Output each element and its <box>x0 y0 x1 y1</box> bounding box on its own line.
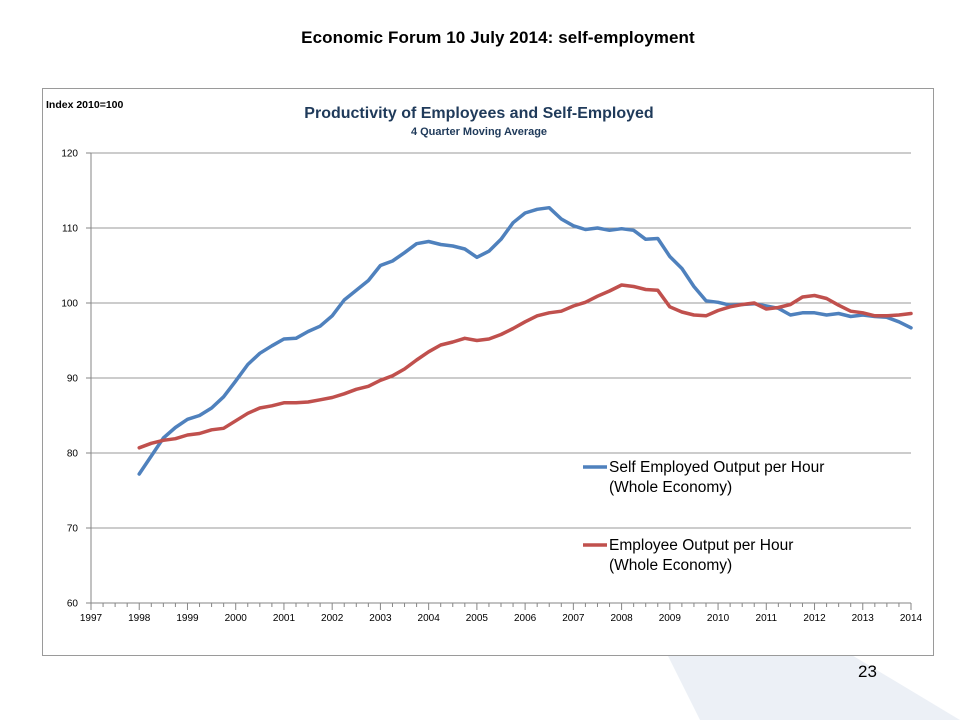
y-tick-label: 110 <box>62 224 78 235</box>
employee-line <box>137 283 913 450</box>
chart-container: Index 2010=100 Productivity of Employees… <box>42 88 934 656</box>
gridlines <box>91 152 911 604</box>
x-tick-label: 2012 <box>803 613 826 624</box>
x-tick-label: 2003 <box>369 613 392 624</box>
legend-label: Employee Output per Hour <box>609 537 793 554</box>
axes: 60 70 80 90 100 110 120 1997 1998 1999 2000 2001 200… <box>61 149 922 625</box>
x-tick-label: 2013 <box>852 613 875 624</box>
y-tick-label: 80 <box>67 449 79 460</box>
x-tick-label: 2004 <box>418 613 441 624</box>
x-tick-label: 2011 <box>756 613 778 624</box>
x-tick-label: 2006 <box>514 613 537 624</box>
legend-label: Self Employed Output per Hour <box>609 459 824 476</box>
y-tick-label: 100 <box>61 299 78 310</box>
y-tick-label: 60 <box>67 599 79 610</box>
x-tick-label: 2010 <box>707 613 730 624</box>
x-tick-label: 2014 <box>900 613 923 624</box>
x-tick-label: 1999 <box>176 613 199 624</box>
x-tick-label: 2009 <box>659 613 682 624</box>
x-tick-label: 2000 <box>225 613 248 624</box>
slide-title: Economic Forum 10 July 2014: self-employ… <box>301 28 695 47</box>
y-tick-label: 70 <box>67 524 79 535</box>
y-axis-label: Index 2010=100 <box>46 99 124 111</box>
self-employed-line <box>137 205 913 476</box>
x-tick-label: 1998 <box>128 613 151 624</box>
chart-subtitle: 4 Quarter Moving Average <box>411 126 547 138</box>
line-chart: Index 2010=100 Productivity of Employees… <box>46 99 923 625</box>
x-tick-label: 2002 <box>321 613 344 624</box>
series-lines <box>137 205 913 476</box>
chart-title: Productivity of Employees and Self-Emplo… <box>304 105 653 122</box>
page-number: 23 <box>858 662 877 681</box>
x-tick-label: 2001 <box>273 613 296 624</box>
legend-label-continued: (Whole Economy) <box>609 557 732 574</box>
x-tick-label: 2007 <box>562 613 585 624</box>
x-tick-label: 2008 <box>610 613 633 624</box>
y-tick-label: 90 <box>67 374 79 385</box>
x-tick-label: 1997 <box>80 613 103 624</box>
x-tick-label: 2005 <box>466 613 489 624</box>
legend: Self Employed Output per Hour (Whole Econ… <box>583 459 824 574</box>
y-tick-label: 120 <box>61 149 78 160</box>
legend-label-continued: (Whole Economy) <box>609 479 732 496</box>
